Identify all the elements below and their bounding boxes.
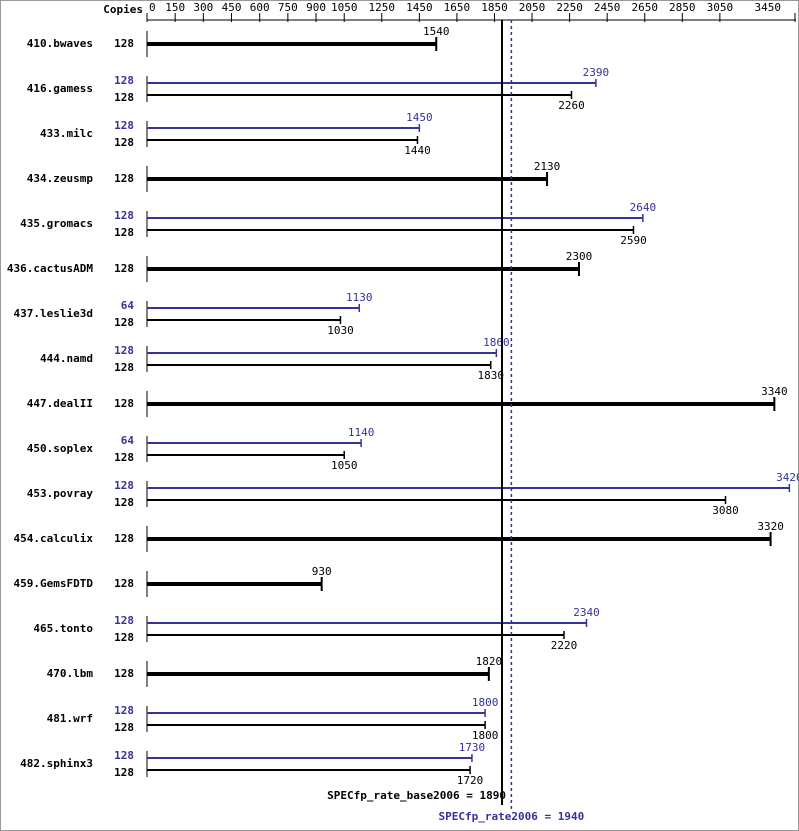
base-copies: 128 bbox=[114, 397, 134, 410]
x-tick-label: 0 bbox=[149, 1, 156, 14]
x-tick-label: 1050 bbox=[331, 1, 358, 14]
benchmark-name: 435.gromacs bbox=[20, 217, 93, 230]
base-copies: 128 bbox=[114, 631, 134, 644]
peak-copies: 128 bbox=[114, 614, 134, 627]
x-tick-label: 1250 bbox=[369, 1, 396, 14]
benchmark-name: 447.dealII bbox=[27, 397, 93, 410]
peak-value: 1860 bbox=[483, 336, 510, 349]
peak-value: 1800 bbox=[472, 696, 499, 709]
base-mean-label: SPECfp_rate_base2006 = 1890 bbox=[327, 789, 506, 802]
base-value: 1800 bbox=[472, 729, 499, 742]
peak-value: 2340 bbox=[573, 606, 600, 619]
base-value: 3320 bbox=[757, 520, 784, 533]
base-value: 1830 bbox=[477, 369, 504, 382]
benchmark-name: 459.GemsFDTD bbox=[14, 577, 94, 590]
base-copies: 128 bbox=[114, 316, 134, 329]
base-copies: 128 bbox=[114, 91, 134, 104]
benchmark-name: 453.povray bbox=[27, 487, 94, 500]
x-tick-label: 1850 bbox=[481, 1, 508, 14]
peak-copies: 128 bbox=[114, 74, 134, 87]
base-value: 1540 bbox=[423, 25, 450, 38]
base-value: 1050 bbox=[331, 459, 358, 472]
benchmark-name: 434.zeusmp bbox=[27, 172, 94, 185]
benchmark-name: 410.bwaves bbox=[27, 37, 93, 50]
base-value: 2130 bbox=[534, 160, 561, 173]
base-copies: 128 bbox=[114, 532, 134, 545]
benchmark-name: 416.gamess bbox=[27, 82, 93, 95]
x-tick-label: 2450 bbox=[594, 1, 621, 14]
benchmark-name: 465.tonto bbox=[33, 622, 93, 635]
base-copies: 128 bbox=[114, 172, 134, 185]
peak-value: 2640 bbox=[630, 201, 657, 214]
base-value: 2260 bbox=[558, 99, 585, 112]
x-tick-label: 750 bbox=[278, 1, 298, 14]
peak-value: 2390 bbox=[583, 66, 610, 79]
peak-copies: 128 bbox=[114, 479, 134, 492]
peak-mean-label: SPECfp_rate2006 = 1940 bbox=[439, 810, 585, 823]
x-tick-label: 900 bbox=[306, 1, 326, 14]
base-copies: 128 bbox=[114, 262, 134, 275]
base-value: 1030 bbox=[327, 324, 354, 337]
x-tick-label: 2650 bbox=[631, 1, 658, 14]
peak-value: 1130 bbox=[346, 291, 373, 304]
base-copies: 128 bbox=[114, 37, 134, 50]
base-value: 1720 bbox=[457, 774, 484, 787]
peak-copies: 128 bbox=[114, 344, 134, 357]
base-copies: 128 bbox=[114, 667, 134, 680]
peak-value: 3420 bbox=[776, 471, 799, 484]
benchmark-name: 433.milc bbox=[40, 127, 93, 140]
base-value: 3340 bbox=[761, 385, 788, 398]
x-tick-label: 2050 bbox=[519, 1, 546, 14]
base-copies: 128 bbox=[114, 766, 134, 779]
base-copies: 128 bbox=[114, 496, 134, 509]
benchmark-name: 482.sphinx3 bbox=[20, 757, 93, 770]
base-value: 2220 bbox=[551, 639, 578, 652]
x-tick-label: 300 bbox=[193, 1, 213, 14]
base-value: 2590 bbox=[620, 234, 647, 247]
peak-copies: 128 bbox=[114, 119, 134, 132]
peak-value: 1450 bbox=[406, 111, 433, 124]
benchmark-name: 444.namd bbox=[40, 352, 93, 365]
x-tick-label: 2250 bbox=[556, 1, 583, 14]
x-tick-label: 600 bbox=[250, 1, 270, 14]
peak-copies: 64 bbox=[121, 299, 135, 312]
base-value: 3080 bbox=[712, 504, 739, 517]
base-copies: 128 bbox=[114, 451, 134, 464]
base-value: 1820 bbox=[476, 655, 503, 668]
base-value: 2300 bbox=[566, 250, 593, 263]
peak-value: 1140 bbox=[348, 426, 375, 439]
x-tick-label: 1450 bbox=[406, 1, 433, 14]
base-copies: 128 bbox=[114, 577, 134, 590]
benchmark-name: 450.soplex bbox=[27, 442, 94, 455]
x-tick-label: 450 bbox=[222, 1, 242, 14]
x-tick-label: 1650 bbox=[444, 1, 471, 14]
copies-header: Copies bbox=[103, 3, 143, 16]
base-value: 1440 bbox=[404, 144, 431, 157]
base-value: 930 bbox=[312, 565, 332, 578]
peak-copies: 128 bbox=[114, 209, 134, 222]
peak-copies: 128 bbox=[114, 749, 134, 762]
peak-copies: 128 bbox=[114, 704, 134, 717]
x-tick-label: 2850 bbox=[669, 1, 696, 14]
peak-copies: 64 bbox=[121, 434, 135, 447]
base-copies: 128 bbox=[114, 136, 134, 149]
benchmark-name: 436.cactusADM bbox=[7, 262, 93, 275]
benchmark-name: 437.leslie3d bbox=[14, 307, 93, 320]
x-tick-label: 3050 bbox=[707, 1, 734, 14]
base-copies: 128 bbox=[114, 721, 134, 734]
x-tick-label: 150 bbox=[165, 1, 185, 14]
peak-value: 1730 bbox=[459, 741, 486, 754]
base-copies: 128 bbox=[114, 226, 134, 239]
benchmark-name: 481.wrf bbox=[47, 712, 93, 725]
x-tick-label: 3450 bbox=[755, 1, 782, 14]
benchmark-name: 470.lbm bbox=[47, 667, 94, 680]
benchmark-name: 454.calculix bbox=[14, 532, 94, 545]
base-copies: 128 bbox=[114, 361, 134, 374]
